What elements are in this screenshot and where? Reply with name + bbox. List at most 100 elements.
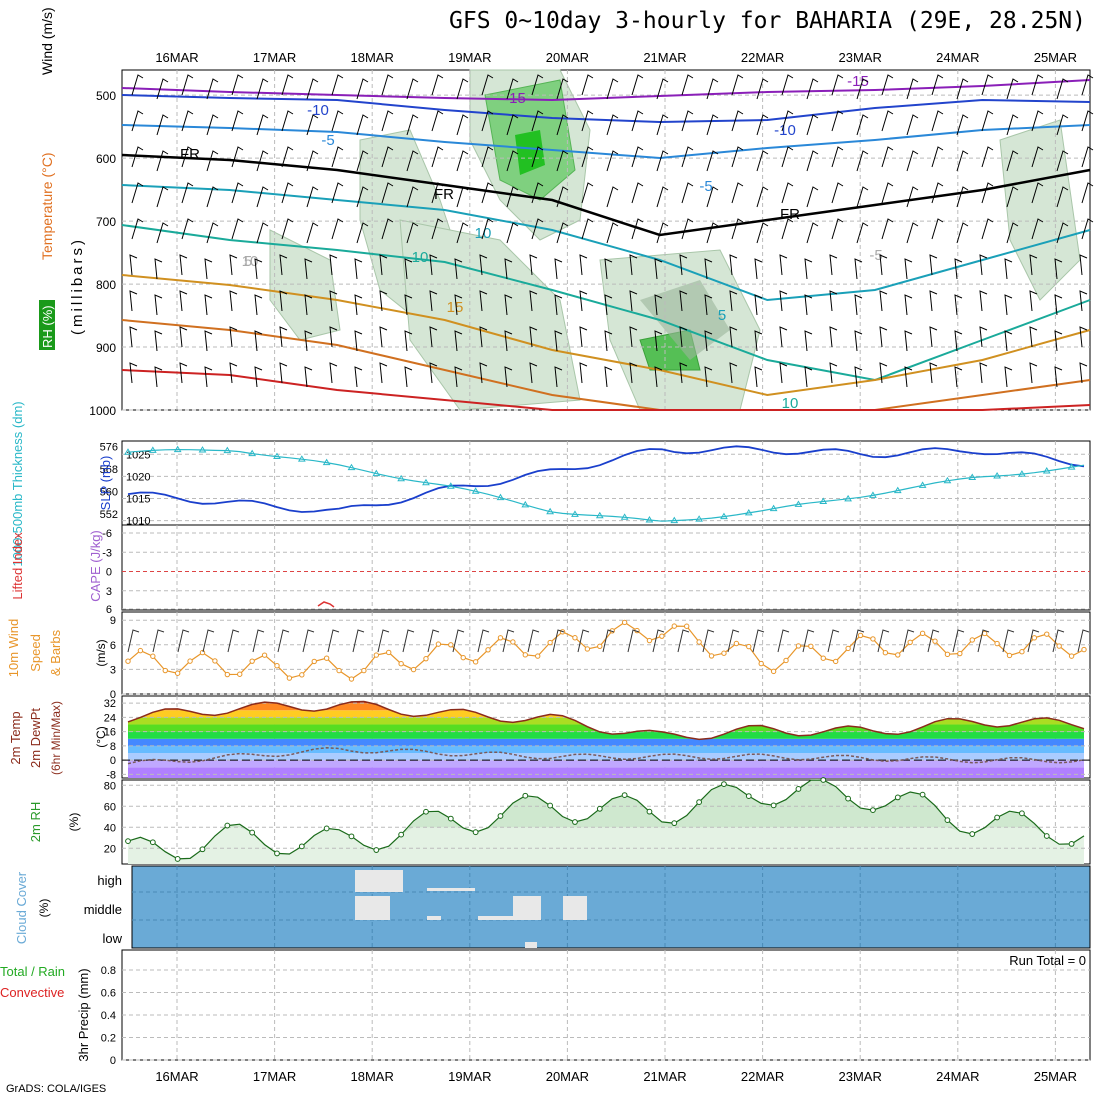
wind-barb	[706, 222, 719, 244]
wind-barb	[654, 330, 663, 352]
wind-barb	[279, 362, 288, 384]
wind-barb	[604, 366, 613, 388]
temp-unit: (°C)	[94, 726, 108, 747]
wind-barb	[831, 146, 844, 168]
wind-barb	[206, 78, 219, 100]
cloud-row-low: low	[102, 931, 122, 946]
wind-speed-point	[957, 650, 963, 657]
wind-barb	[231, 146, 244, 168]
wind-barb	[431, 182, 444, 204]
wind-barb	[1004, 330, 1013, 352]
rh-point	[820, 777, 827, 783]
wind-barb	[504, 258, 513, 280]
thickness-marker	[1067, 463, 1076, 470]
wind-label-2: Speed	[28, 634, 43, 672]
wind-barb	[156, 114, 169, 136]
wind-barb	[679, 362, 688, 384]
wind-speed-point	[361, 667, 367, 674]
wind-barb	[729, 290, 738, 312]
wind-barb	[554, 294, 563, 316]
wind-barb	[956, 78, 969, 100]
wind-barb	[931, 146, 944, 168]
precip-tick-3: 0.2	[101, 1033, 116, 1045]
wind-barb	[854, 294, 863, 316]
surface-wind-barb	[202, 629, 215, 653]
rh-unit: (%)	[67, 813, 81, 832]
rh-point	[274, 850, 280, 857]
wind-barb	[804, 366, 813, 388]
wind-speed-point	[212, 658, 218, 664]
rh-point	[671, 820, 678, 827]
temp-tick-5: -8	[106, 769, 116, 781]
wind-barb	[681, 218, 694, 240]
surface-wind-barb	[552, 629, 565, 653]
wind-barb	[506, 150, 519, 172]
wind-barb	[506, 114, 519, 136]
wind-barb	[206, 222, 219, 244]
rh-point	[870, 807, 876, 814]
wind-barb	[454, 330, 463, 352]
wind-barb	[279, 290, 288, 312]
wind-barb	[381, 218, 394, 240]
wind-speed-point	[584, 646, 591, 652]
thickness-axis-label-group: 1000-500mb Thickness (dm)	[10, 401, 25, 566]
wind-barb	[281, 182, 294, 204]
wind-barb	[679, 254, 688, 276]
thickness-marker	[1018, 470, 1026, 477]
wind-speed-point	[485, 647, 491, 653]
wind-barb	[479, 290, 488, 312]
wind-barb	[229, 290, 238, 312]
wind-barb	[856, 186, 869, 208]
wind-barb	[429, 290, 438, 312]
temp-band-0	[128, 767, 1084, 778]
wind-barb	[231, 218, 244, 240]
isotherm-3	[121, 153, 1091, 237]
surface-wind-barb	[152, 629, 165, 653]
cape-tick-2: 0	[106, 567, 112, 579]
surface-wind-barb	[802, 629, 815, 653]
temp-label-3: (6hr Min/Max)	[49, 701, 63, 775]
wind-speed-point	[820, 655, 826, 661]
wind-barb	[729, 362, 738, 384]
wind-speed-point	[621, 619, 628, 626]
precip-tick-0: 0.8	[101, 965, 116, 977]
rh-point	[944, 817, 951, 824]
wind-speed-point	[187, 658, 193, 664]
surface-wind-barb	[177, 629, 190, 653]
wind-barb	[131, 182, 144, 204]
wind-barb	[356, 186, 369, 208]
rh-tick-2: 40	[104, 822, 116, 834]
date-label-top-5: 21MAR	[643, 50, 686, 65]
wind-barb	[154, 330, 163, 352]
wind-barb	[929, 290, 938, 312]
wind-barb	[881, 74, 894, 96]
wind-speed-point	[410, 666, 417, 673]
wind-speed-point	[944, 651, 951, 658]
wind-speed-point	[522, 652, 528, 658]
thickness-marker	[769, 504, 778, 512]
thickness-marker	[869, 491, 877, 498]
wind-barb	[1004, 294, 1013, 316]
wind-barb	[281, 218, 294, 240]
date-label-top-6: 22MAR	[741, 50, 784, 65]
thickness-marker	[496, 493, 505, 501]
surface-wind-barb	[1052, 629, 1065, 653]
wind-barb	[1029, 362, 1038, 384]
rh-point	[596, 805, 603, 812]
thickness-marker	[297, 455, 306, 462]
thickness-marker	[148, 446, 157, 453]
cloud-axis-label: Cloud Cover	[14, 871, 29, 944]
rh-point	[323, 825, 330, 832]
temp-tick-0: 32	[104, 698, 116, 710]
wind-barb	[779, 362, 788, 384]
isotherm-label-0: -15	[504, 90, 526, 107]
wind-speed-point	[162, 667, 168, 674]
cloud-block-2	[355, 896, 390, 920]
thickness-marker	[198, 446, 207, 453]
precip-tick-1: 0.6	[101, 988, 116, 1000]
wind-barb	[504, 294, 513, 316]
wind-barb	[1029, 254, 1038, 276]
wind-barb	[529, 290, 538, 312]
rh-point	[770, 802, 777, 809]
wind-barb	[806, 222, 819, 244]
